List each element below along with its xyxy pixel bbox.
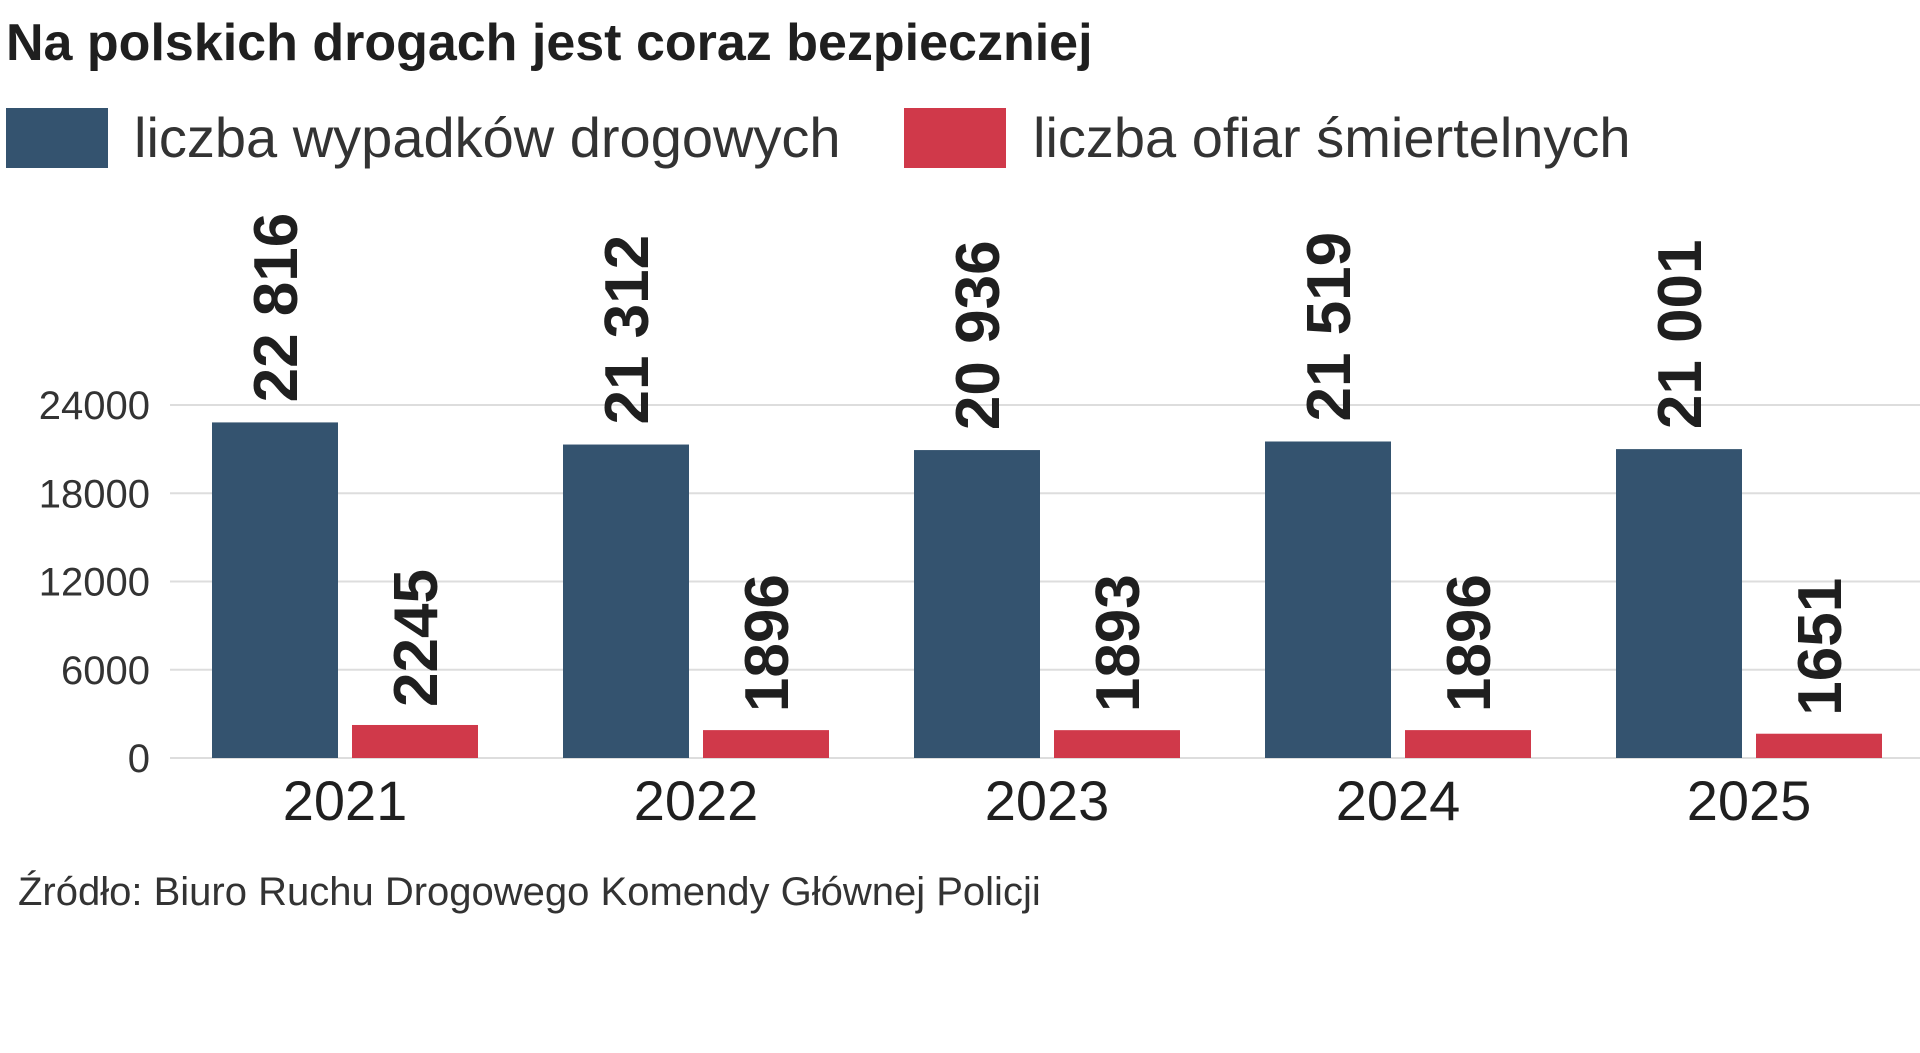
data-label-accidents: 21 001 bbox=[1646, 239, 1715, 429]
x-category-label: 2023 bbox=[985, 769, 1110, 832]
legend-label-accidents: liczba wypadków drogowych bbox=[134, 106, 841, 169]
bar-accidents bbox=[563, 444, 689, 758]
data-label-accidents: 21 312 bbox=[593, 235, 662, 425]
bar-fatalities bbox=[703, 730, 829, 758]
x-category-label: 2024 bbox=[1336, 769, 1461, 832]
y-tick-label: 6000 bbox=[61, 649, 150, 693]
x-category-label: 2022 bbox=[634, 769, 759, 832]
y-tick-label: 0 bbox=[128, 737, 150, 781]
legend-swatch-accidents bbox=[6, 108, 108, 168]
x-axis-categories: 2021 2022 2023 2024 2025 bbox=[283, 769, 1812, 832]
legend-swatch-fatalities bbox=[904, 108, 1006, 168]
data-label-fatalities: 1893 bbox=[1084, 574, 1153, 712]
data-label-fatalities: 1896 bbox=[733, 574, 802, 712]
data-label-fatalities: 1896 bbox=[1435, 574, 1504, 712]
bar-accidents bbox=[212, 422, 338, 758]
data-label-fatalities: 2245 bbox=[382, 569, 451, 707]
source-note: Źródło: Biuro Ruchu Drogowego Komendy Gł… bbox=[18, 869, 1041, 914]
data-labels: 22 816 2245 21 312 1896 20 936 1893 21 519 1896… bbox=[242, 213, 1855, 716]
bar-accidents bbox=[1265, 441, 1391, 758]
bar-fatalities bbox=[1054, 730, 1180, 758]
bar-accidents bbox=[914, 450, 1040, 758]
chart-title: Na polskich drogach jest coraz bezpieczn… bbox=[6, 14, 1093, 72]
bars bbox=[212, 422, 1882, 758]
bar-fatalities bbox=[1756, 733, 1882, 758]
legend-label-fatalities: liczba ofiar śmiertelnych bbox=[1033, 106, 1631, 169]
data-label-accidents: 20 936 bbox=[944, 240, 1013, 430]
y-tick-label: 18000 bbox=[39, 472, 150, 516]
bar-accidents bbox=[1616, 449, 1742, 758]
x-category-label: 2025 bbox=[1687, 769, 1812, 832]
bar-fatalities bbox=[352, 724, 478, 758]
y-tick-label: 12000 bbox=[39, 561, 150, 605]
y-axis-ticks: 0 6000 12000 18000 24000 bbox=[39, 384, 150, 781]
data-label-accidents: 21 519 bbox=[1295, 232, 1364, 422]
bar-fatalities bbox=[1405, 730, 1531, 758]
data-label-accidents: 22 816 bbox=[242, 213, 311, 403]
data-label-fatalities: 1651 bbox=[1786, 578, 1855, 716]
x-category-label: 2021 bbox=[283, 769, 408, 832]
y-tick-label: 24000 bbox=[39, 384, 150, 428]
